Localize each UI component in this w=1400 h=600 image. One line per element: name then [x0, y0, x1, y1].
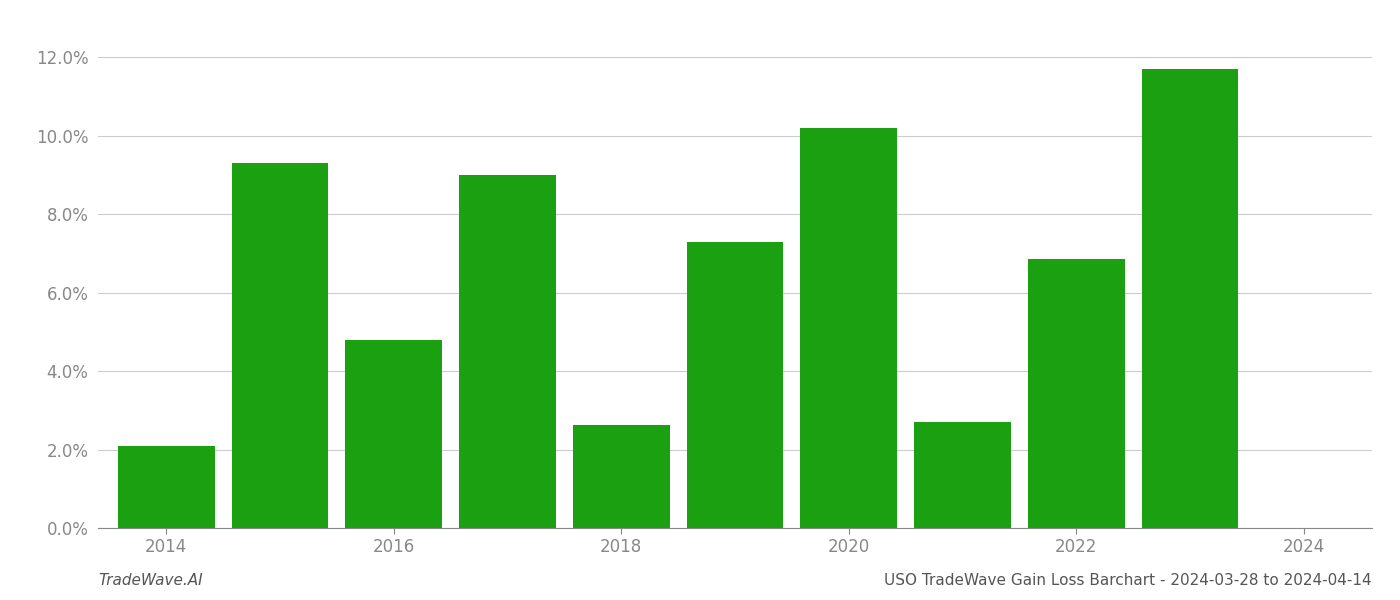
Bar [118, 446, 214, 528]
Bar [231, 163, 329, 528]
Bar [686, 242, 784, 528]
Bar [573, 425, 669, 528]
Bar [346, 340, 442, 528]
Bar [459, 175, 556, 528]
Text: USO TradeWave Gain Loss Barchart - 2024-03-28 to 2024-04-14: USO TradeWave Gain Loss Barchart - 2024-… [885, 573, 1372, 588]
Bar [1141, 69, 1239, 528]
Bar [914, 422, 1011, 528]
Bar [1028, 259, 1124, 528]
Bar [801, 128, 897, 528]
Text: TradeWave.AI: TradeWave.AI [98, 573, 203, 588]
